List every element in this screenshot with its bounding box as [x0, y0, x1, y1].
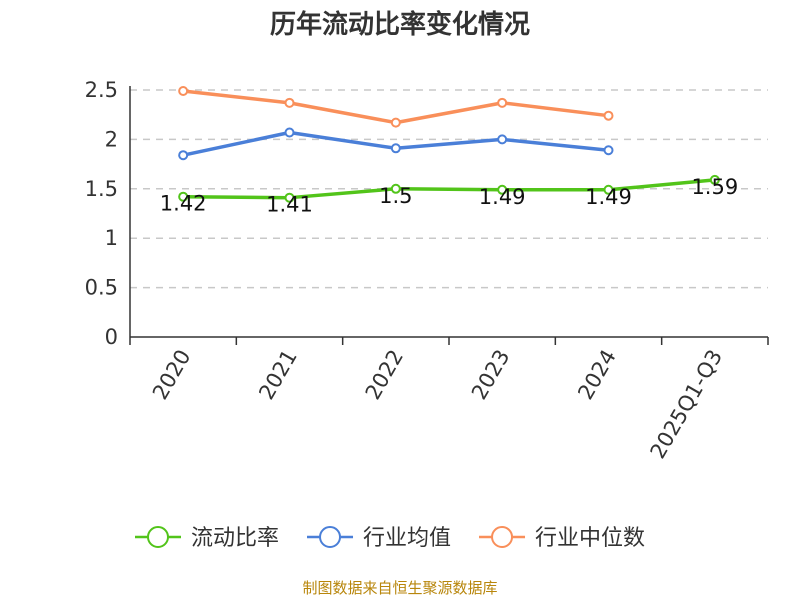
- y-tick-label: 1: [105, 226, 118, 250]
- data-point: [178, 85, 189, 96]
- axes: 0 0.5 1 1.5 2 2.5 2020 2021 2022 2023 2024 2025Q1-Q…: [85, 78, 769, 463]
- data-point: [709, 174, 720, 185]
- x-tick-label: 2020: [148, 346, 196, 404]
- data-point: [603, 184, 614, 195]
- y-tick-label: 0.5: [85, 276, 118, 300]
- data-label: 1.49: [585, 185, 632, 209]
- data-point: [603, 145, 614, 156]
- y-tick-label: 0: [105, 325, 118, 349]
- legend: 流动比率 行业均值 行业中位数: [135, 526, 645, 551]
- data-point: [284, 192, 295, 203]
- data-point: [603, 110, 614, 121]
- x-tick-label: 2025Q1-Q3: [646, 346, 728, 463]
- legend-label: 行业中位数: [535, 526, 645, 551]
- x-tick-label: 2022: [361, 346, 409, 404]
- data-point: [497, 184, 508, 195]
- x-tick-label: 2021: [254, 346, 302, 404]
- data-point: [178, 150, 189, 161]
- data-label: 1.5: [379, 184, 412, 208]
- data-label: 1.49: [479, 185, 526, 209]
- data-label: 1.59: [691, 175, 738, 199]
- chart-title: 历年流动比率变化情况: [270, 9, 530, 40]
- y-tick-label: 1.5: [85, 177, 118, 201]
- x-tick-label: 2023: [467, 345, 515, 403]
- data-label: 1.41: [266, 193, 313, 217]
- legend-marker: [491, 526, 514, 548]
- legend-label: 行业均值: [363, 526, 451, 551]
- legend-marker: [147, 526, 169, 548]
- data-point: [178, 191, 189, 202]
- data-point: [390, 143, 401, 154]
- legend-label: 流动比率: [191, 526, 279, 551]
- series: [178, 85, 720, 203]
- y-tick-label: 2.5: [85, 78, 118, 102]
- data-point: [284, 97, 295, 108]
- data-point: [390, 183, 401, 194]
- data-labels: 1.42 1.41 1.5 1.49 1.49 1.59: [160, 175, 738, 217]
- data-point: [390, 117, 401, 128]
- x-tick-label: 2024: [573, 346, 621, 404]
- data-point: [497, 97, 508, 108]
- series-line-1: [183, 178, 715, 200]
- source-note: 制图数据来自恒生聚源数据库: [302, 579, 497, 597]
- data-label: 1.42: [160, 192, 207, 216]
- data-point: [497, 134, 508, 145]
- legend-marker: [319, 526, 342, 548]
- data-point: [284, 127, 295, 138]
- y-tick-label: 2: [105, 127, 118, 151]
